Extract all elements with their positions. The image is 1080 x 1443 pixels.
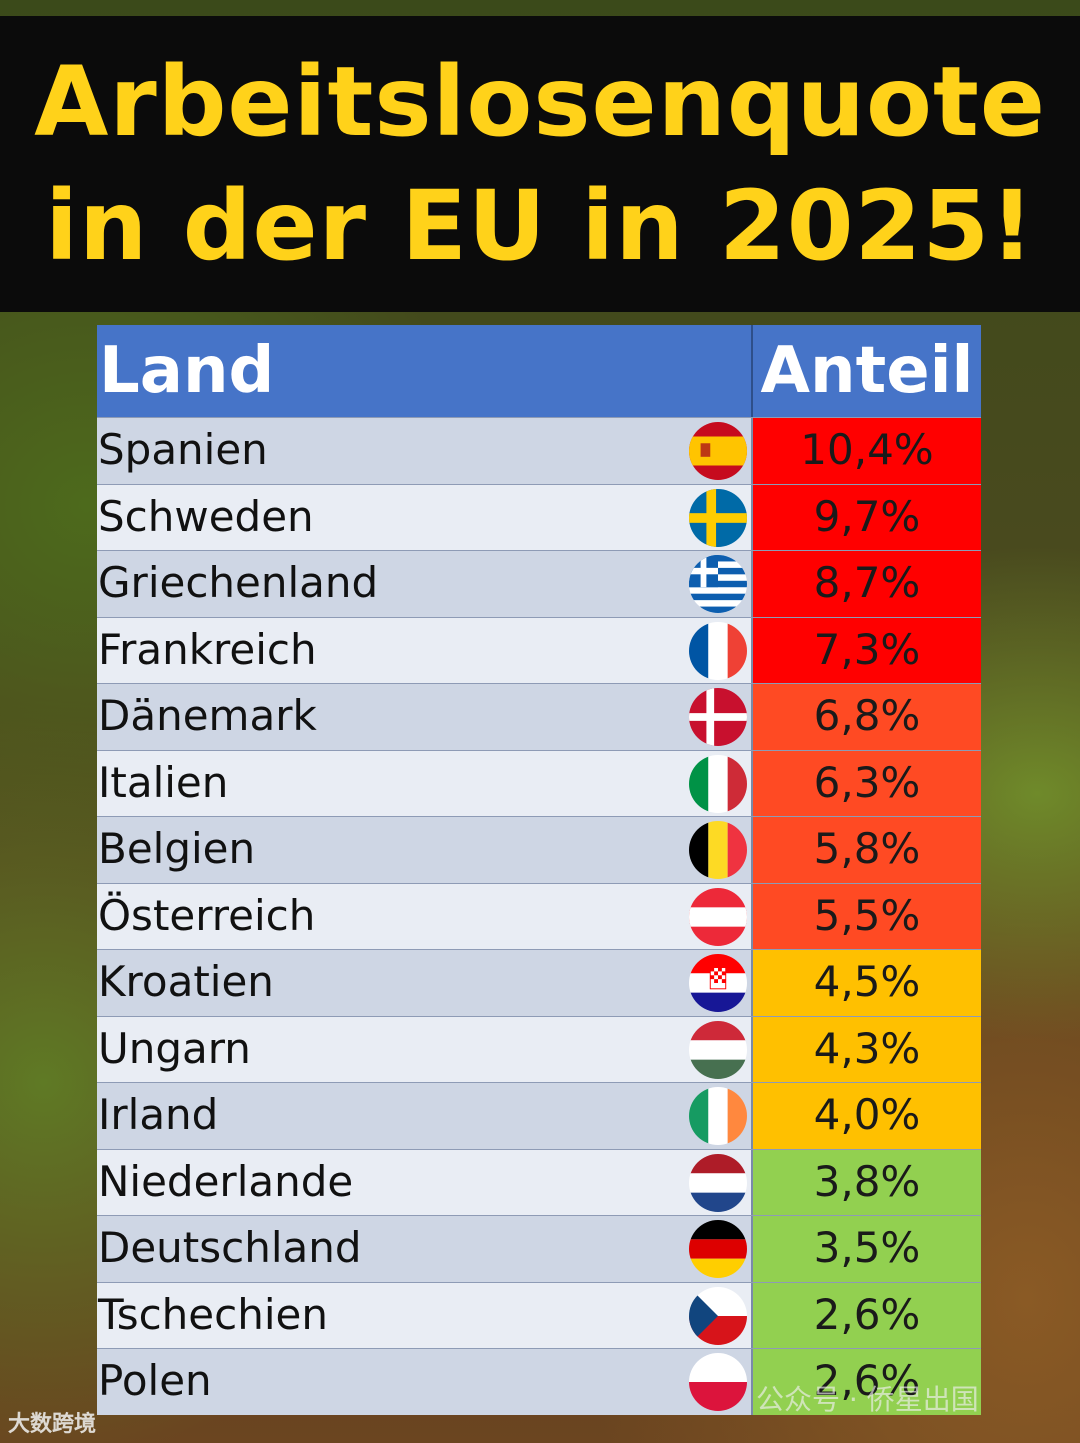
table-row: Irland 4,0%: [97, 1082, 981, 1149]
country-name: Frankreich: [97, 617, 753, 683]
rate-value: 5,8%: [753, 817, 981, 883]
table-body: Spanien 10,4% Schweden 9,7% Griechenland 8,7%…: [97, 417, 981, 1415]
rate-value: 6,8%: [753, 684, 981, 750]
greece-flag-icon: [689, 555, 747, 613]
country-name: Spanien: [97, 418, 753, 484]
table-row: Frankreich 7,3%: [97, 616, 981, 683]
italy-flag-icon: [689, 754, 747, 813]
croatia-flag-icon: [689, 954, 747, 1012]
country-name: Kroatien: [97, 950, 753, 1016]
rate-value: 5,5%: [753, 883, 981, 949]
table-row: Österreich 5,5%: [97, 882, 981, 949]
watermark-left: 大数跨境: [8, 1412, 97, 1437]
title-line-2: in der EU in 2025!: [45, 170, 1035, 282]
rate-value: 10,4%: [753, 418, 981, 484]
austria-flag-icon: [689, 887, 747, 946]
rate-value: 3,5%: [753, 1216, 981, 1282]
denmark-flag-icon: [689, 688, 747, 746]
table-row: Niederlande 3,8%: [97, 1148, 981, 1215]
country-name: Griechenland: [97, 551, 753, 617]
rate-value: 6,3%: [753, 750, 981, 816]
rate-value: 2,6%: [753, 1349, 981, 1415]
title-banner: Arbeitslosenquote in der EU in 2025!: [0, 16, 1080, 312]
rate-value: 4,0%: [753, 1083, 981, 1149]
rate-value: 9,7%: [753, 484, 981, 550]
table-row: Schweden 9,7%: [97, 483, 981, 550]
country-name: Schweden: [97, 484, 753, 550]
header-anteil: Anteil: [760, 334, 974, 408]
france-flag-icon: [689, 621, 747, 680]
country-name: Tschechien: [97, 1282, 753, 1348]
rate-value: 8,7%: [753, 551, 981, 617]
country-name: Polen: [97, 1349, 753, 1415]
spain-flag-icon: [689, 422, 747, 480]
title-line-1: Arbeitslosenquote: [34, 46, 1046, 158]
header-land: Land: [97, 325, 753, 417]
rate-value: 4,3%: [753, 1016, 981, 1082]
czechia-flag-icon: [689, 1286, 747, 1345]
poland-flag-icon: [689, 1353, 747, 1411]
table-row: Deutschland 3,5%: [97, 1215, 981, 1282]
table-row: Belgien 5,8%: [97, 816, 981, 883]
rate-value: 3,8%: [753, 1149, 981, 1215]
country-name: Belgien: [97, 817, 753, 883]
rate-value: 2,6%: [753, 1282, 981, 1348]
table-row: Ungarn 4,3%: [97, 1015, 981, 1082]
germany-flag-icon: [689, 1220, 747, 1278]
watermark-right: 公众号 · 侨星出国: [756, 1383, 979, 1416]
country-name: Dänemark: [97, 684, 753, 750]
table-row: Polen 2,6%: [97, 1348, 981, 1415]
country-name: Irland: [97, 1083, 753, 1149]
table-row: Italien 6,3%: [97, 749, 981, 816]
country-name: Ungarn: [97, 1016, 753, 1082]
country-name: Niederlande: [97, 1149, 753, 1215]
ireland-flag-icon: [689, 1087, 747, 1145]
country-name: Italien: [97, 750, 753, 816]
rate-value: 7,3%: [753, 617, 981, 683]
unemployment-table: Land Anteil Spanien 10,4% Schweden 9,7% Grie…: [97, 325, 981, 1415]
table-row: Dänemark 6,8%: [97, 683, 981, 750]
table-row: Tschechien 2,6%: [97, 1281, 981, 1348]
rate-value: 4,5%: [753, 950, 981, 1016]
country-name: Deutschland: [97, 1216, 753, 1282]
table-row: Spanien 10,4%: [97, 417, 981, 484]
table-header: Land Anteil: [97, 325, 981, 417]
country-name: Österreich: [97, 883, 753, 949]
table-row: Griechenland 8,7%: [97, 550, 981, 617]
hungary-flag-icon: [689, 1020, 747, 1079]
netherlands-flag-icon: [689, 1153, 747, 1212]
sweden-flag-icon: [689, 488, 747, 547]
table-row: Kroatien 4,5%: [97, 949, 981, 1016]
belgium-flag-icon: [689, 821, 747, 879]
